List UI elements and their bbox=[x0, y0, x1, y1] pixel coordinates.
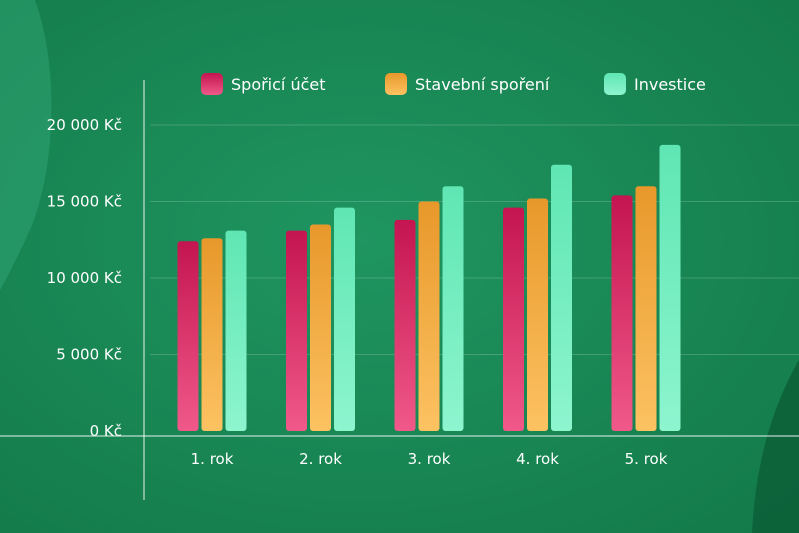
y-tick-label: 5 000 Kč bbox=[56, 346, 122, 364]
bar bbox=[635, 186, 657, 431]
bar bbox=[225, 230, 247, 431]
legend-swatch bbox=[201, 73, 223, 95]
bar bbox=[286, 230, 307, 431]
legend: Spořicí účet Stavební spoření Investice bbox=[201, 73, 706, 95]
legend-label: Spořicí účet bbox=[231, 75, 326, 94]
bar bbox=[394, 219, 416, 431]
y-axis-labels: 0 Kč 5 000 Kč 10 000 Kč 15 000 Kč 20 000 Kč bbox=[47, 116, 122, 440]
bars bbox=[177, 144, 681, 431]
bar bbox=[442, 186, 464, 431]
x-axis-labels: 1. rok 2. rok 3. rok 4. rok 5. rok bbox=[191, 450, 668, 468]
bar bbox=[418, 201, 440, 431]
bar bbox=[551, 164, 572, 431]
x-tick-label: 2. rok bbox=[299, 450, 342, 468]
x-tick-label: 5. rok bbox=[625, 450, 668, 468]
x-tick-label: 3. rok bbox=[408, 450, 451, 468]
y-tick-label: 0 Kč bbox=[90, 422, 122, 440]
y-tick-label: 10 000 Kč bbox=[47, 269, 122, 287]
bar bbox=[201, 238, 223, 431]
bar bbox=[659, 144, 681, 431]
y-tick-label: 20 000 Kč bbox=[47, 116, 122, 134]
bar bbox=[503, 207, 524, 431]
x-tick-label: 4. rok bbox=[516, 450, 559, 468]
legend-swatch bbox=[604, 73, 626, 95]
bar bbox=[611, 195, 633, 431]
bar bbox=[334, 207, 355, 431]
background-blob-right bbox=[752, 360, 799, 533]
background-blob-left bbox=[0, 0, 52, 290]
bar bbox=[177, 241, 199, 431]
bar bbox=[310, 224, 331, 431]
legend-label: Stavební spoření bbox=[415, 75, 550, 94]
bar bbox=[527, 198, 548, 431]
legend-swatch bbox=[385, 73, 407, 95]
legend-label: Investice bbox=[634, 75, 706, 94]
y-tick-label: 15 000 Kč bbox=[47, 193, 122, 211]
x-tick-label: 1. rok bbox=[191, 450, 234, 468]
gridlines bbox=[150, 124, 799, 355]
